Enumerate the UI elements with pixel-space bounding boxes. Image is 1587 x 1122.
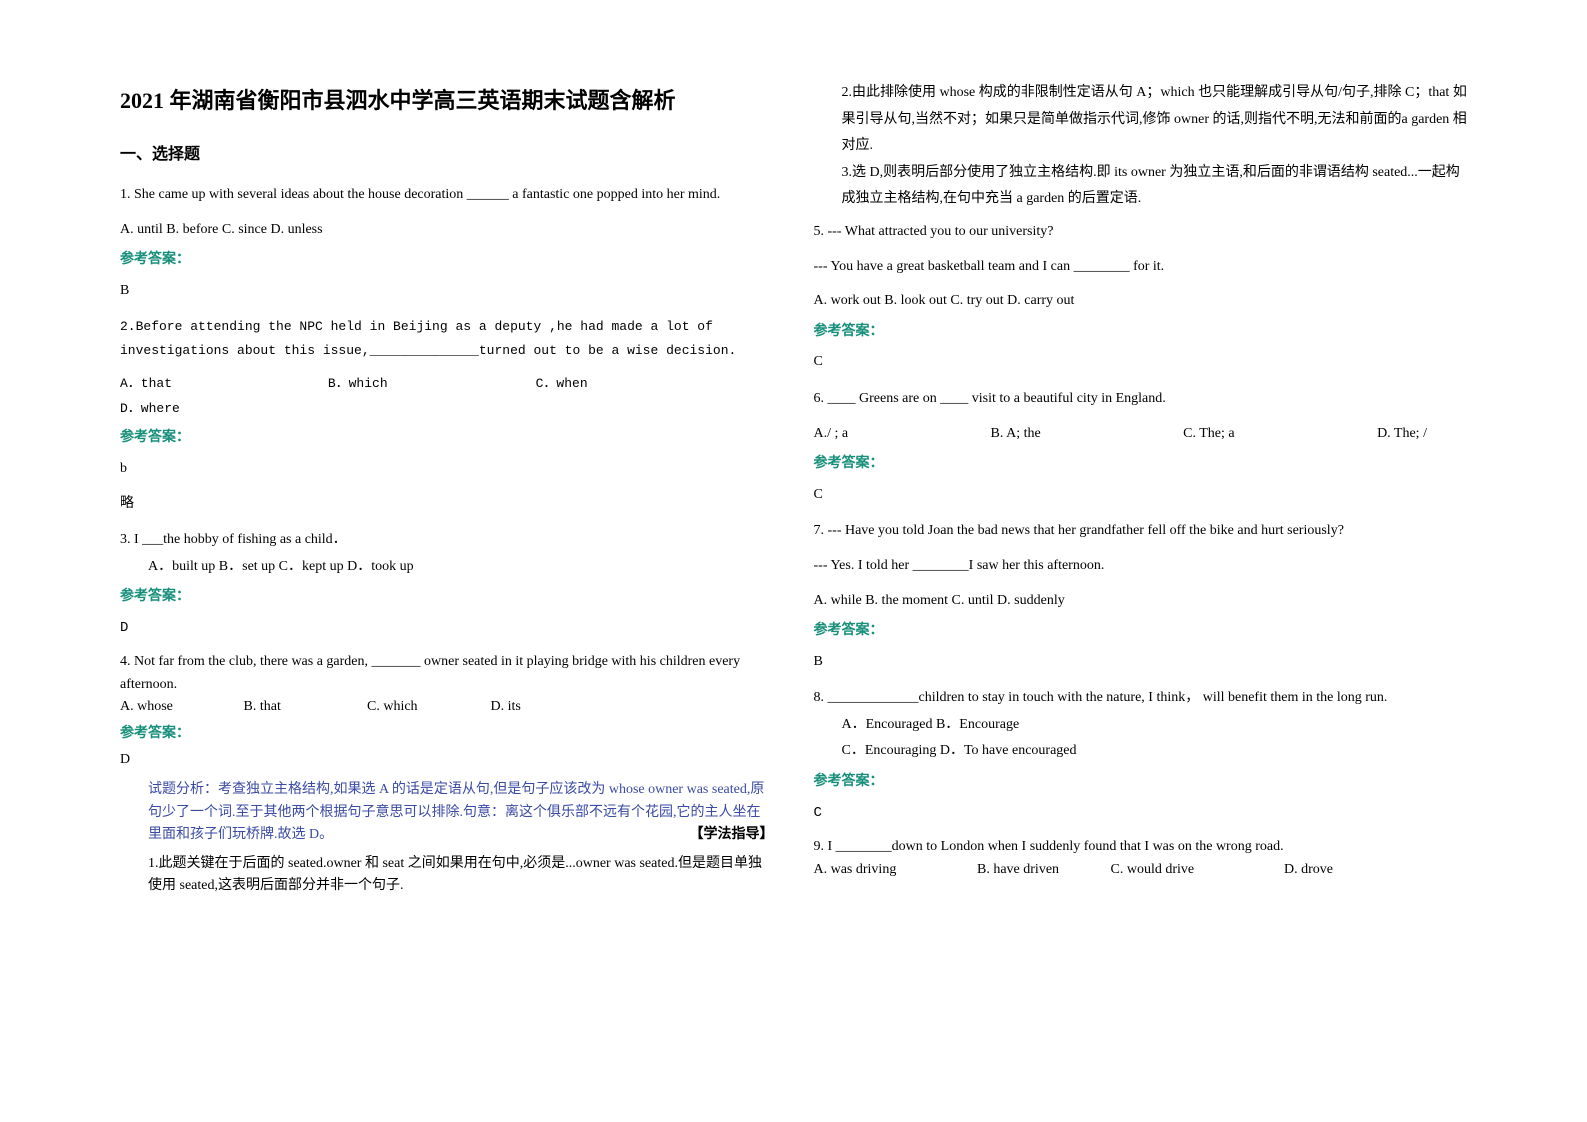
left-column: 2021 年湖南省衡阳市县泗水中学高三英语期末试题含解析 一、选择题 1. Sh…: [100, 80, 794, 1082]
question-4: 4. Not far from the club, there was a ga…: [120, 651, 774, 897]
q8-answer: C: [814, 800, 1468, 827]
question-9: 9. I ________down to London when I sudde…: [814, 836, 1468, 881]
q9-optA: A. was driving: [814, 859, 974, 881]
q1-text: 1. She came up with several ideas about …: [120, 182, 774, 209]
q4-optD: D. its: [491, 696, 521, 718]
q9-optB: B. have driven: [977, 859, 1107, 881]
q4-exp1-text: 试题分析：考查独立主格结构,如果选 A 的话是定语从句,但是句子应该改为 who…: [148, 782, 764, 842]
answer-label: 参考答案：: [814, 618, 1468, 645]
q9-optC: C. would drive: [1111, 859, 1281, 881]
q3-text: 3. I ___the hobby of fishing as a child．: [120, 527, 774, 554]
q8-opts1: A．Encouraged B．Encourage: [842, 712, 1468, 739]
q9-opts: A. was driving B. have driven C. would d…: [814, 859, 1468, 881]
q2-answer: b: [120, 456, 774, 483]
q7-answer: B: [814, 649, 1468, 676]
q2-text: 2.Before attending the NPC held in Beiji…: [120, 315, 774, 364]
q4-answer: D: [120, 749, 774, 771]
q4-optB: B. that: [244, 696, 364, 718]
q3-answer: D: [120, 615, 774, 642]
answer-label: 参考答案：: [814, 769, 1468, 796]
q5-text1: 5. --- What attracted you to our univers…: [814, 219, 1468, 246]
question-8: 8. _____________children to stay in touc…: [814, 685, 1468, 826]
q4-exp4: 3.选 D,则表明后部分使用了独立主格结构.即 its owner 为独立主语,…: [842, 160, 1468, 213]
question-7: 7. --- Have you told Joan the bad news t…: [814, 518, 1468, 675]
q4-optA: A. whose: [120, 696, 240, 718]
q1-opts: A. until B. before C. since D. unless: [120, 217, 774, 244]
q5-answer: C: [814, 349, 1468, 376]
section-heading: 一、选择题: [120, 140, 774, 170]
q6-optD: D. The; /: [1377, 421, 1427, 448]
q2-optC: C．when: [536, 372, 588, 397]
q4-exp1: 试题分析：考查独立主格结构,如果选 A 的话是定语从句,但是句子应该改为 who…: [148, 779, 774, 846]
q6-optC: C. The; a: [1183, 421, 1234, 448]
page-title: 2021 年湖南省衡阳市县泗水中学高三英语期末试题含解析: [120, 80, 774, 122]
answer-label: 参考答案：: [120, 723, 774, 745]
q6-text: 6. ____ Greens are on ____ visit to a be…: [814, 386, 1468, 413]
question-5: 5. --- What attracted you to our univers…: [814, 219, 1468, 376]
q7-text2: --- Yes. I told her ________I saw her th…: [814, 553, 1468, 580]
q5-text2: --- You have a great basketball team and…: [814, 254, 1468, 281]
answer-label: 参考答案：: [814, 319, 1468, 346]
q4-optC: C. which: [367, 696, 487, 718]
answer-label: 参考答案：: [120, 584, 774, 611]
q7-opts: A. while B. the moment C. until D. sudde…: [814, 588, 1468, 615]
q6-optA: A./ ; a: [814, 421, 849, 448]
q2-optD: D．where: [120, 397, 774, 422]
q6-optB: B. A; the: [991, 421, 1041, 448]
right-column: 2.由此排除使用 whose 构成的非限制性定语从句 A；which 也只能理解…: [794, 80, 1488, 1082]
q6-answer: C: [814, 482, 1468, 509]
q1-answer: B: [120, 278, 774, 305]
q9-text: 9. I ________down to London when I sudde…: [814, 836, 1468, 858]
question-6: 6. ____ Greens are on ____ visit to a be…: [814, 386, 1468, 508]
question-2: 2.Before attending the NPC held in Beiji…: [120, 315, 774, 518]
q2-optB: B．which: [328, 372, 528, 397]
q6-opts: A./ ; a B. A; the C. The; a D. The; /: [814, 421, 1468, 448]
q9-optD: D. drove: [1284, 859, 1333, 881]
question-1: 1. She came up with several ideas about …: [120, 182, 774, 304]
question-3: 3. I ___the hobby of fishing as a child．…: [120, 527, 774, 641]
answer-label: 参考答案：: [120, 247, 774, 274]
q4-exp2: 1.此题关键在于后面的 seated.owner 和 seat 之间如果用在句中…: [148, 853, 774, 898]
q5-opts: A. work out B. look out C. try out D. ca…: [814, 288, 1468, 315]
q4-opts: A. whose B. that C. which D. its: [120, 696, 774, 718]
q2-note: 略: [120, 491, 774, 518]
answer-label: 参考答案：: [120, 425, 774, 452]
q2-opts: A．that B．which C．when: [120, 372, 774, 397]
method-tag: 【学法指导】: [690, 824, 774, 846]
q8-text: 8. _____________children to stay in touc…: [814, 685, 1468, 712]
q7-text1: 7. --- Have you told Joan the bad news t…: [814, 518, 1468, 545]
q4-text: 4. Not far from the club, there was a ga…: [120, 651, 774, 696]
q3-opts: A．built up B．set up C．kept up D．took up: [148, 554, 774, 581]
q4-exp3: 2.由此排除使用 whose 构成的非限制性定语从句 A；which 也只能理解…: [842, 80, 1468, 160]
answer-label: 参考答案：: [814, 451, 1468, 478]
q2-optA: A．that: [120, 372, 320, 397]
q8-opts2: C．Encouraging D．To have encouraged: [842, 738, 1468, 765]
